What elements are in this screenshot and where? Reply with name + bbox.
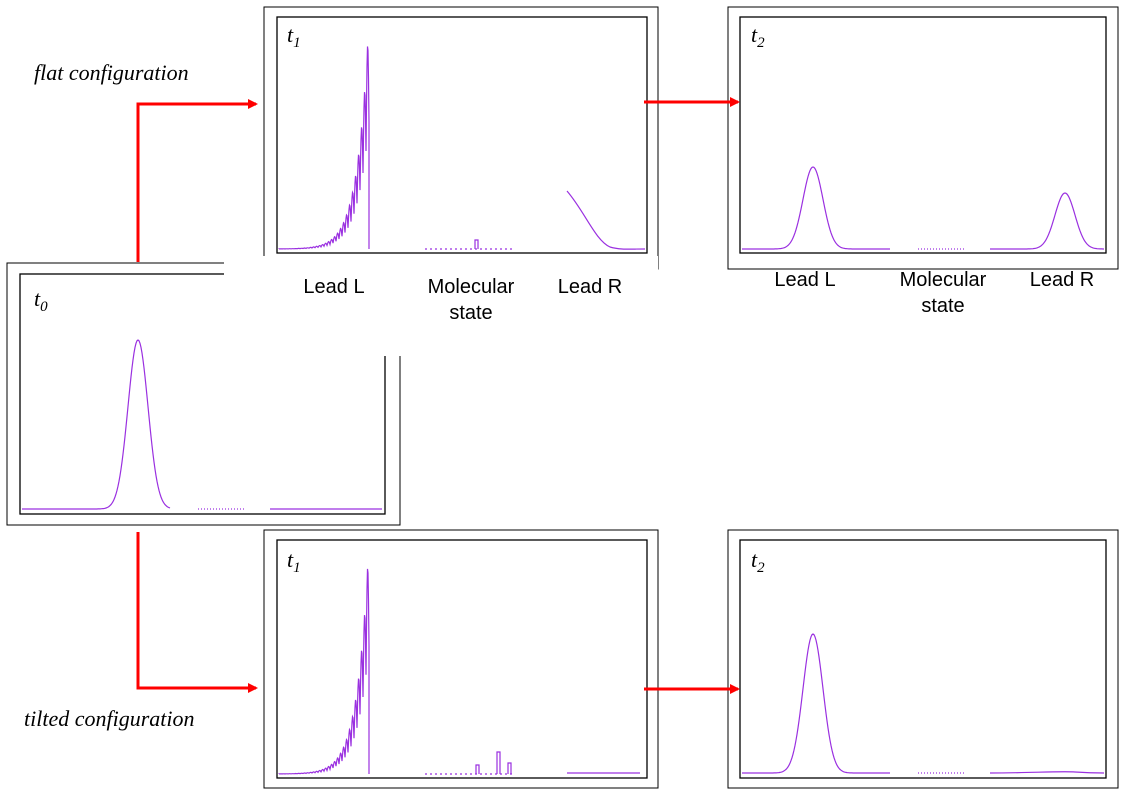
molecular-peak-3 <box>507 762 512 774</box>
lead-r-density <box>989 771 1105 774</box>
label-backdrop <box>224 256 409 356</box>
lead-l-density <box>278 568 370 775</box>
wavefunction-curve <box>742 633 1105 774</box>
flow-arrows <box>136 97 740 694</box>
time-label: t2 <box>751 22 765 51</box>
molecular-peak <box>474 239 479 249</box>
region-label-lead-l: Lead L <box>774 269 835 291</box>
region-label-lead-r: Lead R <box>1030 269 1095 291</box>
panel-outer-frame <box>263 529 659 789</box>
time-label: t2 <box>751 547 765 576</box>
arrow-t0-to-flat-t1 <box>136 99 258 262</box>
lead-r-density <box>990 192 1104 250</box>
panel-tilted-t1: t1 <box>263 529 659 789</box>
time-label: t0 <box>34 286 48 315</box>
lead-l-density <box>742 166 890 250</box>
molecular-peak-1 <box>475 764 480 774</box>
lead-l-density <box>742 633 890 774</box>
molecular-peak-2 <box>496 751 501 774</box>
lead-l-density <box>22 339 171 510</box>
region-label-state: state <box>921 295 964 317</box>
wavefunction-curve <box>742 166 1104 250</box>
panel-t0: t0 Lead L Molecular state Lead R <box>6 256 658 526</box>
plot-frame <box>739 16 1107 254</box>
plot-frame <box>739 539 1107 779</box>
flat-configuration-label: flat configuration <box>34 60 189 85</box>
region-label-lead-l: Lead L <box>303 276 364 298</box>
panel-flat-t1: t1 <box>263 6 659 270</box>
time-label: t1 <box>287 22 301 51</box>
tilted-configuration-label: tilted configuration <box>24 706 195 731</box>
label-backdrop-lower <box>385 256 658 336</box>
time-label: t1 <box>287 547 301 576</box>
region-label-molecular: Molecular <box>900 269 987 291</box>
region-label-molecular: Molecular <box>428 276 515 298</box>
lead-l-density <box>278 46 370 250</box>
plot-frame <box>19 273 386 515</box>
panel-flat-t2: t2 Lead L Molecular state Lead R <box>727 6 1119 317</box>
plot-frame <box>276 16 648 254</box>
panel-tilted-t2: t2 <box>727 529 1119 789</box>
region-label-lead-r: Lead R <box>558 276 623 298</box>
panel-outer-frame <box>263 6 659 270</box>
lead-r-density <box>566 190 646 250</box>
wavefunction-curve <box>22 339 382 510</box>
panel-outer-frame <box>727 6 1119 270</box>
plot-frame <box>276 539 648 779</box>
wavefunction-curve <box>278 46 646 250</box>
region-label-state: state <box>449 302 492 324</box>
panel-outer-frame <box>727 529 1119 789</box>
arrow-t0-to-tilted-t1 <box>136 532 258 693</box>
wavefunction-curve <box>278 568 640 775</box>
